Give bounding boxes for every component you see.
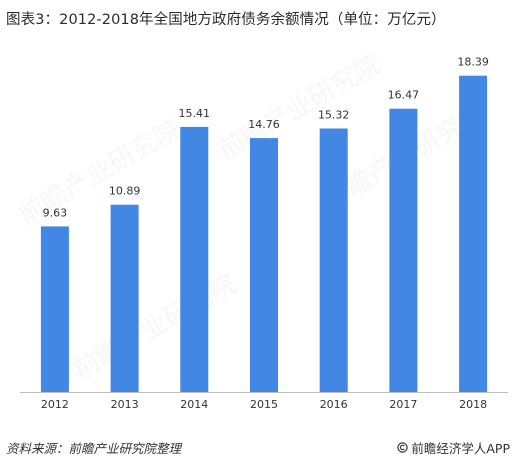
data-label-2015: 14.76 [248,118,280,131]
data-label-2017: 16.47 [388,89,420,102]
value-labels-group: 9.63 10.89 15.41 14.76 15.32 16.47 18.39 [43,56,489,220]
data-label-2014: 15.41 [179,107,211,120]
brand-footer: 前瞻经济学人APP [397,438,510,457]
x-tick-2017: 2017 [389,398,417,411]
bar-2014 [180,126,209,393]
x-tick-labels-group: 2012 2013 2014 2015 2016 2017 2018 [41,398,487,411]
bar-2015 [250,138,278,392]
copyright-logo-icon [397,442,409,453]
watermark-text: 前瞻产业研究院 [69,269,242,386]
data-label-2018: 18.39 [457,56,489,69]
x-tick-2012: 2012 [41,398,69,411]
x-tick-2015: 2015 [250,398,278,411]
data-label-2013: 10.89 [109,185,141,198]
x-tick-2014: 2014 [180,398,208,411]
chart-title: 图表3：2012-2018年全国地方政府债务余额情况（单位：万亿元） [6,12,446,28]
watermark-text: 前瞻产业研究院 [214,49,387,166]
bar-2018 [459,75,488,392]
x-tick-2018: 2018 [459,398,487,411]
bar-2017 [389,108,418,392]
bars-group [40,75,488,393]
x-tick-2013: 2013 [111,398,139,411]
bar-2016 [319,128,348,392]
x-tick-2016: 2016 [320,398,348,411]
watermark-text: 前瞻产业研究院 [14,114,187,231]
data-label-2012: 9.63 [43,206,68,219]
source-note: 资料来源：前瞻产业研究院整理 [6,441,182,456]
bar-2013 [110,204,139,392]
bar-2012 [40,226,69,392]
data-label-2016: 15.32 [318,109,350,122]
brand-name: 前瞻经济学人APP [411,441,510,456]
